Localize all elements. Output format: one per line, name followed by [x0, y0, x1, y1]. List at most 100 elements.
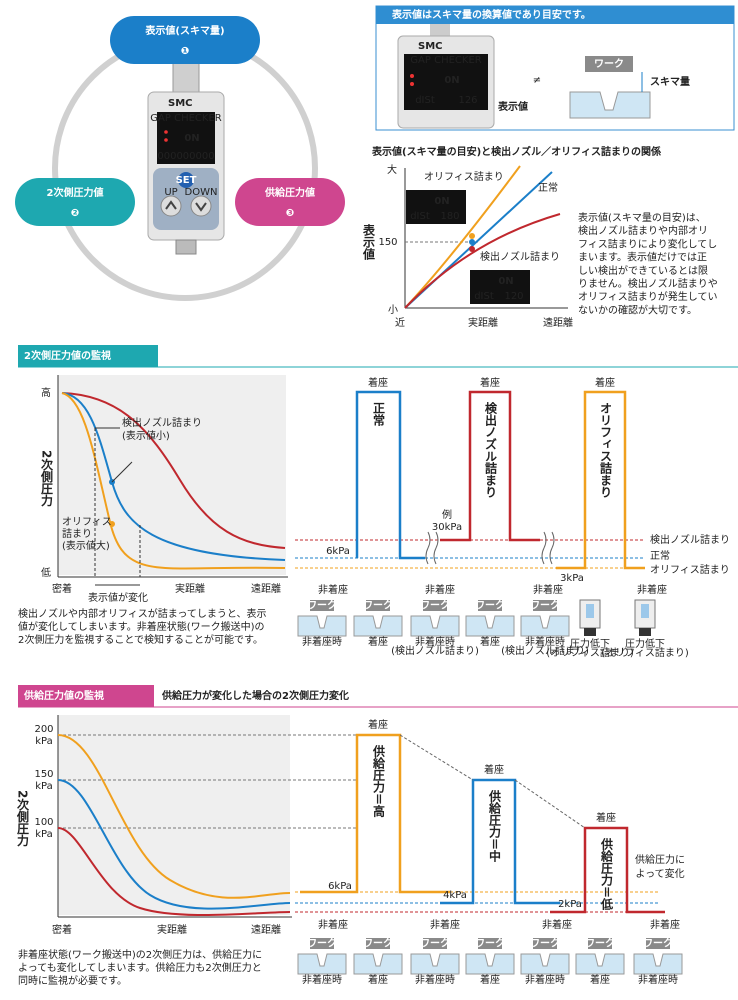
- label: 供給圧力値の監視: [23, 689, 104, 702]
- label: 着座: [480, 635, 500, 648]
- shape: [61, 392, 286, 561]
- work: [533, 938, 557, 949]
- label: オリフィス: [62, 516, 112, 528]
- label: GAP CHECKER: [150, 113, 221, 124]
- label: 非着座: [533, 583, 563, 596]
- label: ワーク: [307, 938, 337, 950]
- shape: [575, 953, 625, 975]
- label: (検出ノズル詰まり): [391, 644, 479, 657]
- label: ワーク: [420, 938, 450, 950]
- work: [585, 56, 633, 72]
- shape: [57, 827, 291, 917]
- pulse: [440, 778, 560, 905]
- shape: [61, 392, 286, 570]
- label: kPa: [35, 736, 53, 747]
- label: ワーク: [475, 600, 505, 612]
- dot: [469, 233, 475, 239]
- label: 非着座時: [525, 973, 565, 986]
- label: 非着座時: [302, 635, 342, 648]
- label: 非着座: [425, 583, 455, 596]
- label: GAP CHECKER: [410, 55, 481, 66]
- curve: [404, 213, 561, 309]
- shape: [569, 91, 651, 119]
- label: 表示値(スキマ量の目安)は、: [578, 211, 706, 224]
- label: dISt: [474, 291, 494, 302]
- y-label: 2次側圧力: [40, 450, 54, 507]
- shape: [297, 953, 347, 975]
- work: [310, 938, 334, 949]
- label: 非着座: [318, 583, 348, 596]
- work: [423, 600, 447, 611]
- label: kPa: [35, 829, 53, 840]
- shape: [520, 615, 570, 637]
- pulse-label: 検出ノズル詰まり: [484, 401, 498, 498]
- label: 検出ノズル詰まり: [650, 533, 730, 546]
- pulse-label: 供給圧力＝中: [488, 789, 502, 863]
- label: 非着座状態(ワーク搬送中)の2次側圧力は、供給圧力に: [18, 948, 262, 961]
- work: [366, 938, 390, 949]
- badge: [110, 16, 260, 64]
- label: (オリフィス詰まり): [546, 646, 634, 659]
- label: 詰まり: [62, 527, 92, 540]
- shape: [520, 953, 570, 975]
- label: 180: [440, 211, 459, 222]
- label: 4kPa: [443, 890, 467, 901]
- note-header: [376, 6, 734, 24]
- label: 6kPa: [328, 881, 352, 892]
- label: 遠距離: [543, 316, 573, 329]
- label: 150: [34, 769, 53, 780]
- label: オリフィス詰まり: [424, 170, 504, 183]
- label: 30kPa: [432, 522, 462, 533]
- label: ❷: [71, 208, 80, 219]
- work: [366, 600, 390, 611]
- dot: [164, 138, 168, 142]
- dot: [469, 246, 475, 252]
- label: 非着座時: [638, 973, 678, 986]
- pulse-label: 供給圧力＝低: [600, 837, 614, 911]
- label: 2kPa: [558, 899, 582, 910]
- screen: [406, 190, 466, 224]
- y-label: 表示値: [362, 223, 376, 261]
- label: 着座: [480, 376, 500, 389]
- label: 2次側圧力値: [47, 186, 104, 199]
- pulse: [355, 390, 425, 560]
- badge: [235, 178, 345, 226]
- label: 200: [34, 724, 53, 735]
- orifice: [641, 604, 649, 618]
- heading-bar: [18, 345, 158, 367]
- label: よっても変化してしまいます。供給圧力も2次側圧力と: [18, 961, 262, 974]
- shape: [61, 392, 286, 549]
- pulse-label: 供給圧力＝高: [372, 744, 386, 818]
- shape: [465, 953, 515, 975]
- label: ワーク: [475, 938, 505, 950]
- label: ❶: [181, 46, 190, 57]
- label: 同時に監視が必要です。: [18, 974, 127, 987]
- dot: [469, 239, 475, 245]
- label: 検出ノズル詰まり: [122, 416, 202, 429]
- label: りません。検出ノズル詰まりや: [578, 277, 718, 290]
- shape: [465, 615, 515, 637]
- label: 供給圧力に: [635, 853, 685, 866]
- label: 密着: [52, 582, 72, 595]
- label: 0N: [498, 276, 513, 287]
- label: 126: [458, 95, 477, 106]
- label: 近: [395, 317, 405, 329]
- label: 非着座時: [415, 973, 455, 986]
- label: 着座: [596, 811, 616, 824]
- fitting: [175, 239, 197, 255]
- work: [588, 938, 612, 949]
- label: 表示値(スキマ量): [144, 24, 224, 37]
- label: 表示値: [497, 100, 528, 113]
- label: SMC: [418, 41, 443, 52]
- label: ワーク: [643, 938, 673, 950]
- label: 150: [378, 237, 397, 248]
- label: 着座: [595, 376, 615, 389]
- label: 着座: [368, 718, 388, 731]
- y-label: 2次側圧力: [16, 790, 30, 847]
- shape: [410, 953, 460, 975]
- label: 非着座: [650, 918, 680, 931]
- tip: [639, 628, 651, 636]
- label: UP: [164, 187, 177, 198]
- label: 非着座時: [415, 635, 455, 648]
